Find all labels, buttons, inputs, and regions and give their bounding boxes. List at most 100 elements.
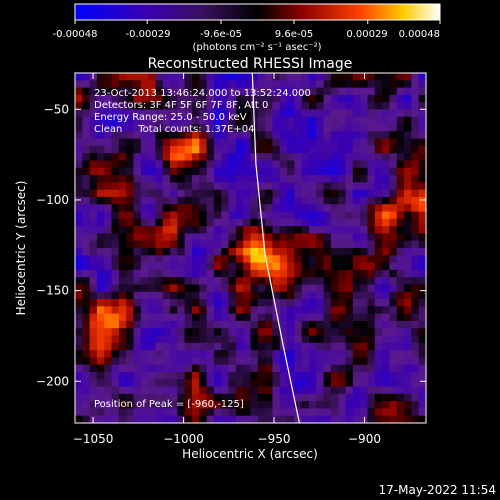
heatmap-cell [418, 255, 426, 263]
heatmap-cell [82, 284, 91, 293]
heatmap-cell [287, 328, 295, 336]
heatmap-cell [111, 255, 120, 263]
heatmap-cell [338, 313, 346, 322]
heatmap-cell [170, 182, 178, 191]
heatmap-cell [411, 248, 420, 256]
heatmap-cell [235, 328, 244, 336]
heatmap-cell [287, 371, 295, 380]
heatmap-cell [75, 269, 83, 278]
heatmap-cell [104, 116, 112, 125]
heatmap-cell [104, 80, 112, 88]
heatmap-cell [316, 386, 325, 395]
heatmap-cell [89, 284, 98, 293]
heatmap-cell [287, 408, 295, 417]
heatmap-cell [360, 269, 368, 278]
heatmap-cell [140, 226, 149, 234]
heatmap-cell [235, 386, 244, 395]
heatmap-cell [162, 160, 171, 169]
heatmap-cell [360, 138, 368, 147]
heatmap-cell [213, 102, 222, 110]
heatmap-cell [133, 182, 142, 191]
heatmap-cell [82, 138, 91, 147]
heatmap-cell [192, 313, 200, 322]
heatmap-cell [396, 175, 405, 183]
heatmap-cell [162, 328, 171, 336]
heatmap-cell [133, 153, 142, 161]
heatmap-cell [389, 364, 398, 373]
heatmap-cell [382, 204, 390, 212]
heatmap-cell [374, 87, 383, 96]
heatmap-cell [96, 313, 105, 322]
heatmap-cell [352, 102, 361, 110]
heatmap-cell [177, 167, 186, 176]
heatmap-cell [287, 393, 295, 402]
heatmap-cell [294, 255, 303, 263]
heatmap-cell [162, 80, 171, 88]
heatmap-cell [170, 320, 178, 329]
heatmap-cell [235, 277, 244, 285]
heatmap-cell [133, 342, 142, 351]
heatmap-cell [177, 371, 186, 380]
heatmap-cell [96, 94, 105, 103]
heatmap-cell [352, 386, 361, 395]
heatmap-cell [411, 291, 420, 300]
heatmap-cell [199, 196, 208, 205]
heatmap-cell [257, 342, 266, 351]
heatmap-cell [294, 124, 303, 132]
heatmap-cell [418, 87, 426, 96]
heatmap-cell [235, 401, 244, 409]
heatmap-cell [228, 386, 237, 395]
heatmap-cell [104, 102, 112, 110]
heatmap-cell [374, 415, 383, 423]
heatmap-cell [221, 342, 229, 351]
heatmap-cell [301, 80, 310, 88]
heatmap-cell [382, 73, 390, 81]
heatmap-cell [133, 124, 142, 132]
heatmap-cell [155, 87, 164, 96]
heatmap-cell [294, 299, 303, 307]
heatmap-cell [374, 94, 383, 103]
heatmap-cell [148, 262, 156, 271]
heatmap-cell [133, 167, 142, 176]
heatmap-cell [257, 291, 266, 300]
heatmap-cell [279, 196, 288, 205]
heatmap-cell [316, 138, 325, 147]
heatmap-cell [294, 167, 303, 176]
heatmap-cell [75, 350, 83, 358]
heatmap-cell [389, 269, 398, 278]
heatmap-cell [316, 182, 325, 191]
heatmap-cell [170, 291, 178, 300]
heatmap-cell [250, 240, 259, 249]
heatmap-cell [265, 145, 273, 154]
heatmap-cell [235, 393, 244, 402]
heatmap-cell [345, 262, 354, 271]
heatmap-cell [323, 335, 332, 344]
x-axis-label: Heliocentric X (arcsec) [182, 447, 318, 461]
heatmap-cell [418, 189, 426, 198]
heatmap-cell [235, 211, 244, 220]
heatmap-cell [155, 240, 164, 249]
heatmap-cell [272, 182, 281, 191]
heatmap-cell [301, 299, 310, 307]
heatmap-cell [221, 306, 229, 315]
heatmap-cell [235, 379, 244, 387]
heatmap-cell [287, 218, 295, 227]
heatmap-cell [213, 262, 222, 271]
heatmap-cell [309, 393, 317, 402]
heatmap-cell [352, 313, 361, 322]
heatmap-cell [96, 328, 105, 336]
heatmap-cell [148, 145, 156, 154]
heatmap-cell [235, 167, 244, 176]
heatmap-cell [206, 73, 215, 81]
heatmap-cell [213, 248, 222, 256]
heatmap-cell [118, 284, 127, 293]
heatmap-cell [162, 350, 171, 358]
heatmap-cell [162, 153, 171, 161]
heatmap-cell [367, 196, 376, 205]
heatmap-cell [206, 138, 215, 147]
heatmap-cell [301, 255, 310, 263]
heatmap-cell [126, 284, 134, 293]
heatmap-cell [257, 269, 266, 278]
heatmap-cell [148, 73, 156, 81]
heatmap-cell [118, 116, 127, 125]
